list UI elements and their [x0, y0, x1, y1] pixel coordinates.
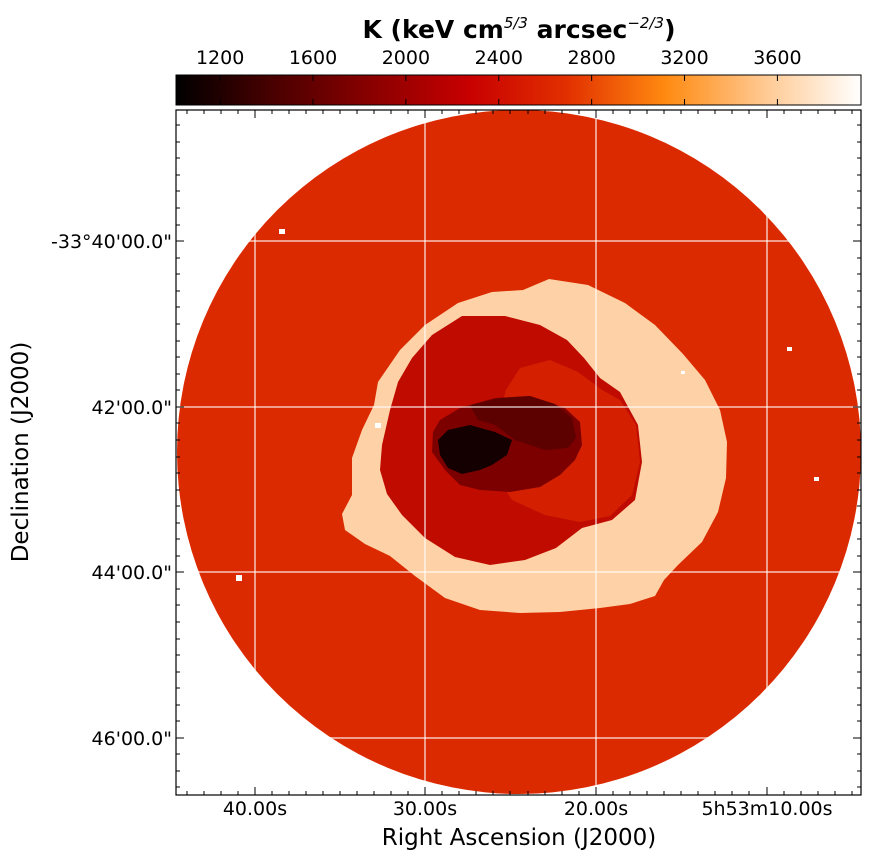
dec-tick-label: 44'00.0" — [92, 562, 172, 584]
dec-tick-label: 46'00.0" — [92, 728, 172, 750]
colorbar-tick-label: 1200 — [196, 47, 244, 69]
dec-tick-label: 42'00.0" — [92, 397, 172, 419]
ra-tick-label: 20.00s — [564, 798, 628, 820]
masked-point — [814, 477, 819, 481]
dec-tick-label: -33°40'00.0" — [51, 231, 172, 253]
map-image — [177, 110, 861, 794]
colorbar-tick-label: 3200 — [660, 47, 708, 69]
masked-point — [279, 229, 285, 234]
colorbar-title: K (keV cm5/3 arcsec−2/3) — [362, 14, 675, 44]
colorbar-tick-label: 2400 — [475, 47, 523, 69]
x-axis-label: Right Ascension (J2000) — [382, 825, 657, 851]
colorbar-tick-label: 1600 — [289, 47, 337, 69]
y-axis-label: Declination (J2000) — [8, 342, 34, 563]
ra-tick-label: 5h53m10.00s — [701, 798, 832, 820]
ra-tick-label: 40.00s — [223, 798, 287, 820]
region-core-dark — [470, 396, 576, 450]
colorbar-tick-label: 2800 — [567, 47, 615, 69]
ra-tick-label: 30.00s — [393, 798, 457, 820]
colorbar-ticks: 1200 1600 2000 2400 2800 3200 3600 — [196, 47, 802, 105]
masked-point — [236, 575, 242, 581]
coordinate-grid — [176, 110, 861, 795]
colorbar-tick-label: 3600 — [753, 47, 801, 69]
masked-point — [681, 371, 685, 374]
axis-ticks — [176, 110, 861, 795]
colorbar — [175, 74, 862, 106]
colorbar-tick-label: 2000 — [382, 47, 430, 69]
masked-point — [375, 423, 381, 428]
masked-point — [787, 347, 792, 351]
region-core-center — [438, 425, 512, 474]
axes-frame — [175, 109, 862, 796]
